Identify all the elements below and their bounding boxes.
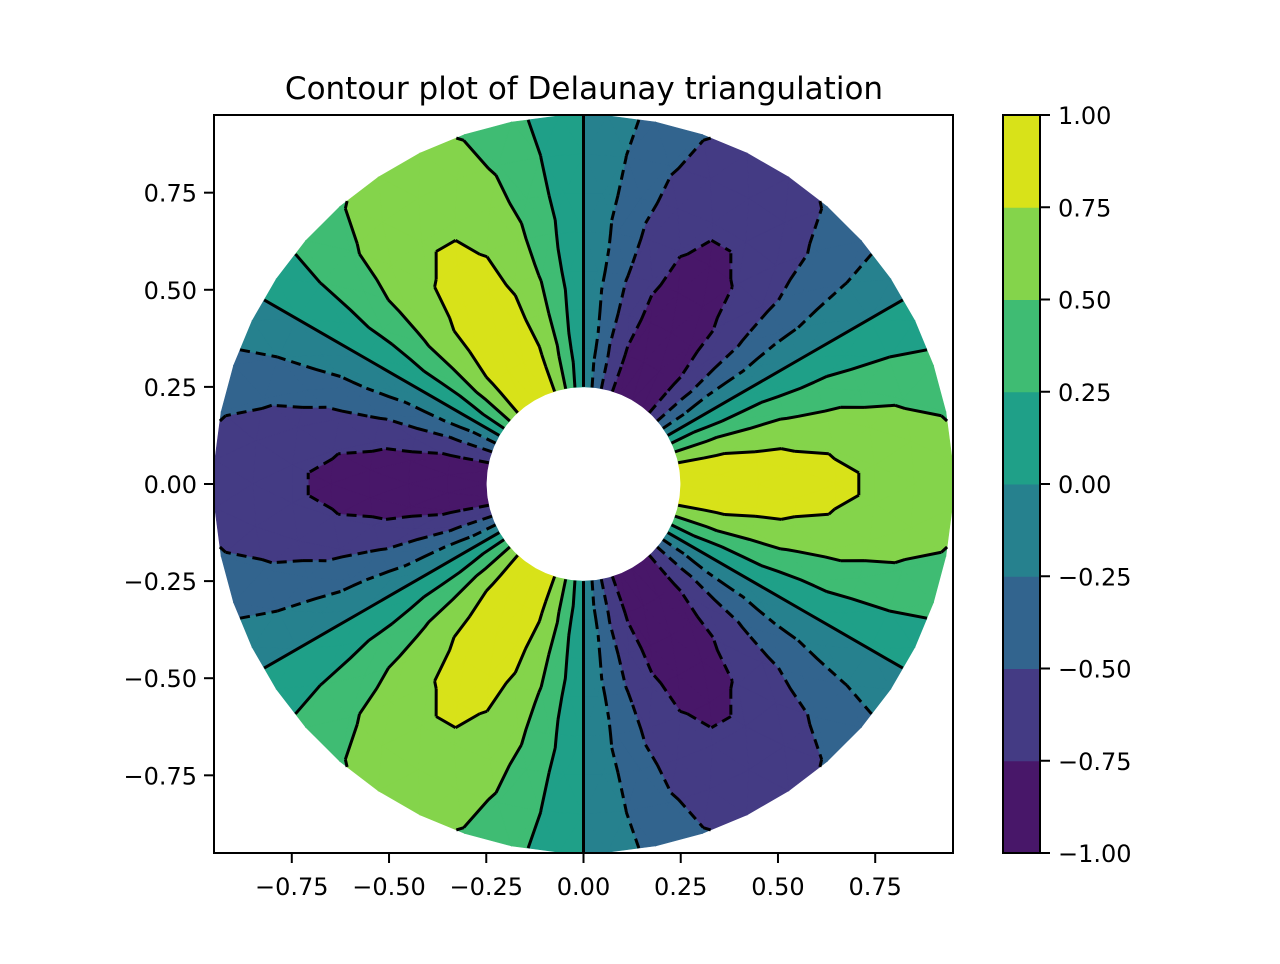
y-tick-label: −0.75 xyxy=(123,762,197,790)
colorbar-band xyxy=(1003,300,1040,393)
x-axis: −0.75 −0.50 −0.25 0.00 0.25 0.50 0.75 xyxy=(255,853,902,901)
chart-title: Contour plot of Delaunay triangulation xyxy=(285,71,883,107)
colorbar-band xyxy=(1003,207,1040,300)
colorbar-tick-label: −0.50 xyxy=(1058,656,1132,684)
y-tick-label: 0.00 xyxy=(144,471,197,499)
colorbar-band xyxy=(1003,576,1040,669)
colorbar-tick-label: 0.50 xyxy=(1058,287,1111,315)
y-tick-label: 0.50 xyxy=(144,277,197,305)
x-tick-label: 0.50 xyxy=(751,873,804,901)
colorbar-tick-label: −1.00 xyxy=(1058,840,1132,868)
colorbar: −1.00 −0.75 −0.50 −0.25 0.00 0.25 0.50 0.75 1.00 xyxy=(1003,102,1132,868)
colorbar-band xyxy=(1003,115,1040,208)
colorbar-tick-label: −0.75 xyxy=(1058,748,1132,776)
colorbar-tick-label: 0.75 xyxy=(1058,194,1111,222)
y-axis: −0.75 −0.50 −0.25 0.00 0.25 0.50 0.75 xyxy=(123,180,214,791)
y-tick-label: 0.75 xyxy=(144,180,197,208)
colorbar-tick-label: 1.00 xyxy=(1058,102,1111,130)
x-tick-label: 0.25 xyxy=(654,873,707,901)
y-tick-label: 0.25 xyxy=(144,374,197,402)
y-tick-label: −0.50 xyxy=(123,665,197,693)
colorbar-tick-label: 0.00 xyxy=(1058,471,1111,499)
colorbar-band xyxy=(1003,392,1040,485)
x-tick-label: 0.00 xyxy=(557,873,610,901)
colorbar-tick-label: 0.25 xyxy=(1058,379,1111,407)
x-tick-label: −0.75 xyxy=(255,873,329,901)
colorbar-tick-label: −0.25 xyxy=(1058,563,1132,591)
x-tick-label: −0.50 xyxy=(352,873,426,901)
y-tick-label: −0.25 xyxy=(123,568,197,596)
x-tick-label: 0.75 xyxy=(848,873,901,901)
x-tick-label: −0.25 xyxy=(449,873,523,901)
colorbar-band xyxy=(1003,761,1040,854)
colorbar-band xyxy=(1003,669,1040,762)
colorbar-band xyxy=(1003,484,1040,577)
